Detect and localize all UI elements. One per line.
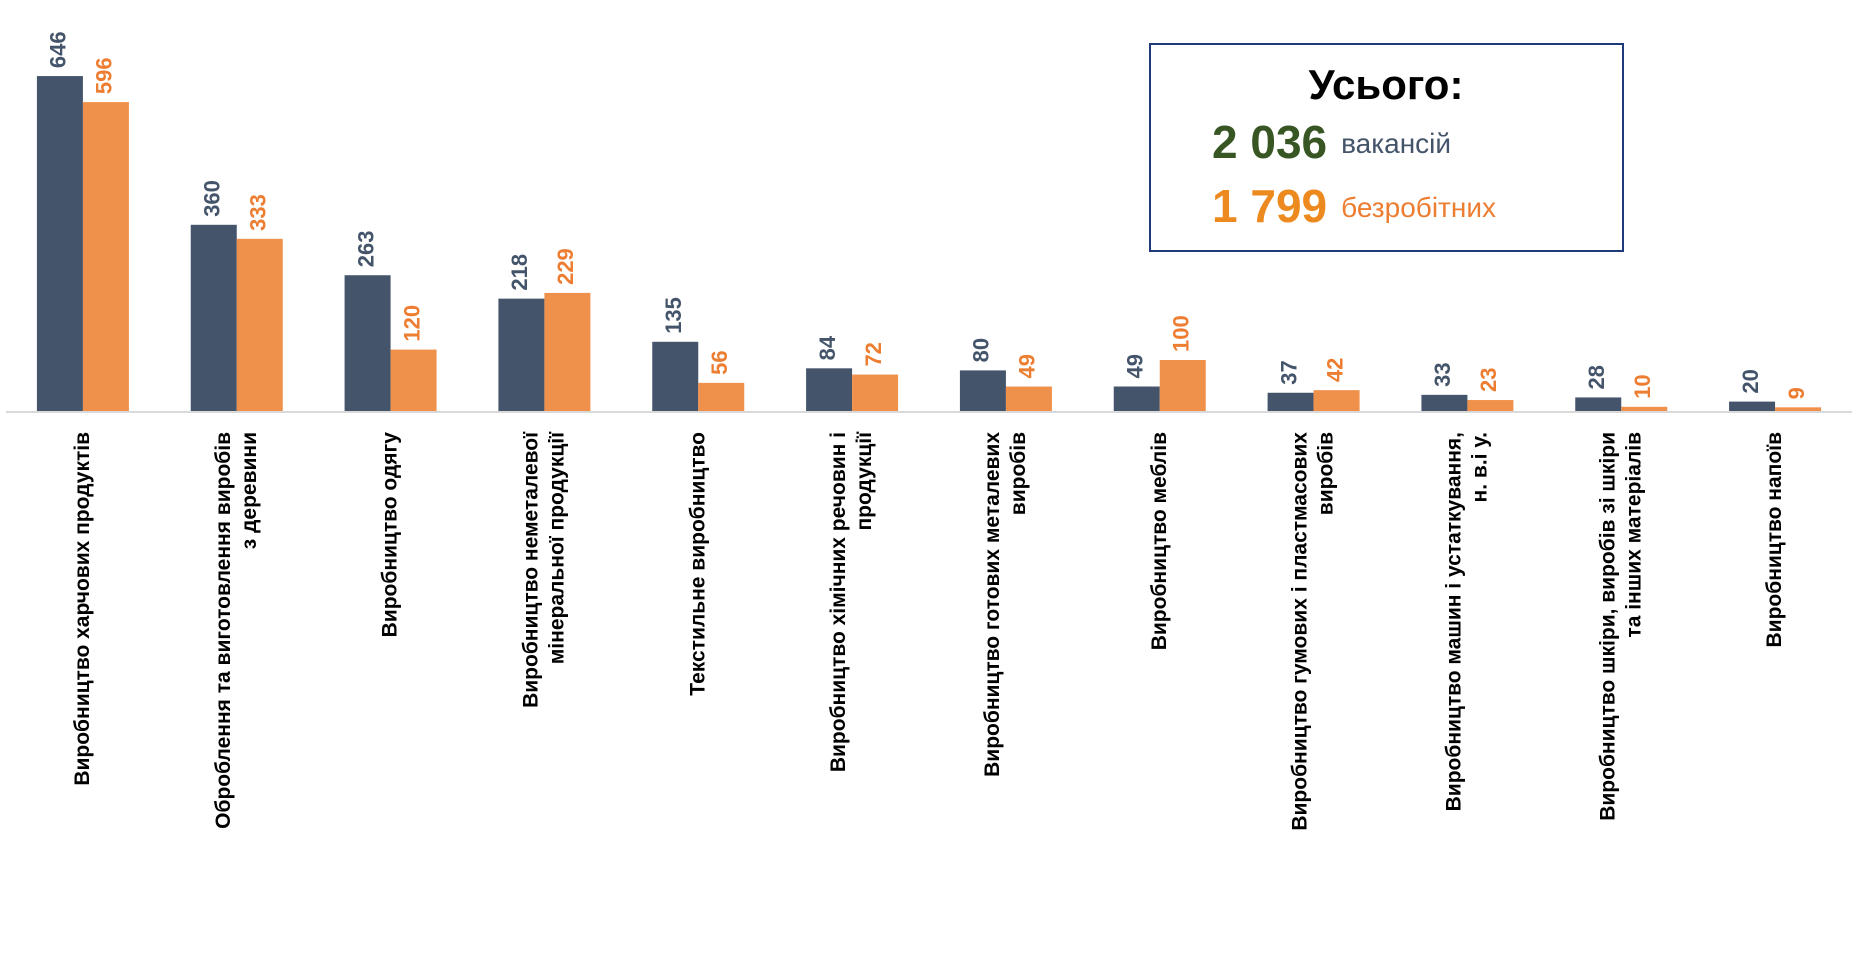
bar [36,76,83,412]
bar [852,374,899,412]
bar [1313,390,1360,412]
value-label: 229 [553,248,578,285]
value-label: 333 [246,194,271,231]
bar [1621,406,1668,412]
bar [1421,394,1468,412]
value-label: 20 [1738,369,1763,393]
value-label: 84 [815,335,840,360]
x-tick-label: Виробництво харчових продуктів [70,432,93,786]
summary-name: вакансій [1341,128,1451,159]
value-label: 33 [1430,362,1455,386]
bar [236,238,283,412]
x-tick-label: Оброблення та виготовлення виробів з дере… [211,432,260,829]
x-tick-label: Виробництво меблів [1147,432,1170,650]
value-label: 72 [861,342,886,366]
bar [190,224,237,412]
x-tick-label: Виробництво готових металевих виробів [980,432,1029,777]
value-label: 263 [353,231,378,268]
x-tick-label: Виробництво шкіри, виробів зі шкіри та ін… [1596,432,1645,821]
summary-line: 1 799 безробітних [1212,180,1496,232]
bar [1113,386,1160,412]
bar [1775,407,1822,412]
x-tick-label: Текстильне виробництво [686,432,709,696]
value-label: 360 [200,180,225,217]
value-label: 596 [92,57,117,94]
value-label: 120 [399,305,424,342]
bar [1159,360,1206,412]
x-tick-label: Виробництво напоїв [1763,432,1786,648]
value-label: 42 [1322,358,1347,382]
bar [498,298,545,412]
bar [959,370,1006,412]
bar [806,368,853,412]
bar [698,382,745,412]
value-label: 49 [1015,354,1040,378]
x-tick-label: Виробництво машин і устаткування, н. в.і … [1442,432,1491,811]
bar [1467,400,1514,412]
value-label: 80 [969,338,994,362]
value-label: 56 [707,350,732,374]
bar [1575,397,1622,412]
value-label: 10 [1630,374,1655,398]
value-label: 218 [507,254,532,291]
bar [390,349,437,412]
summary-total: 2 036 [1212,116,1327,168]
value-label: 28 [1584,365,1609,389]
bar [82,102,129,412]
value-label: 135 [661,297,686,334]
summary-name: безробітних [1341,192,1496,223]
summary-total: 1 799 [1212,180,1327,232]
bar [344,275,391,412]
value-label: 49 [1123,354,1148,378]
value-label: 100 [1169,315,1194,352]
x-tick-label: Виробництво гумових і пластмасових виробі… [1288,432,1337,831]
value-label: 646 [46,31,71,68]
bar [1005,386,1052,412]
value-label: 23 [1476,368,1501,392]
x-tick-label: Виробництво хімічних речовин і продукції [827,431,876,772]
bar [652,341,699,412]
summary-line: 2 036 вакансій [1212,116,1451,168]
summary-box [1149,43,1624,252]
bar [544,292,591,412]
value-label: 37 [1276,360,1301,384]
bar [1729,401,1776,412]
x-tick-label: Виробництво неметалевої мінеральної проду… [519,431,568,708]
summary-title: Усього: [1309,61,1464,108]
x-tick-label: Виробництво одягу [378,432,401,638]
bar [1267,392,1314,412]
value-label: 9 [1784,387,1809,399]
